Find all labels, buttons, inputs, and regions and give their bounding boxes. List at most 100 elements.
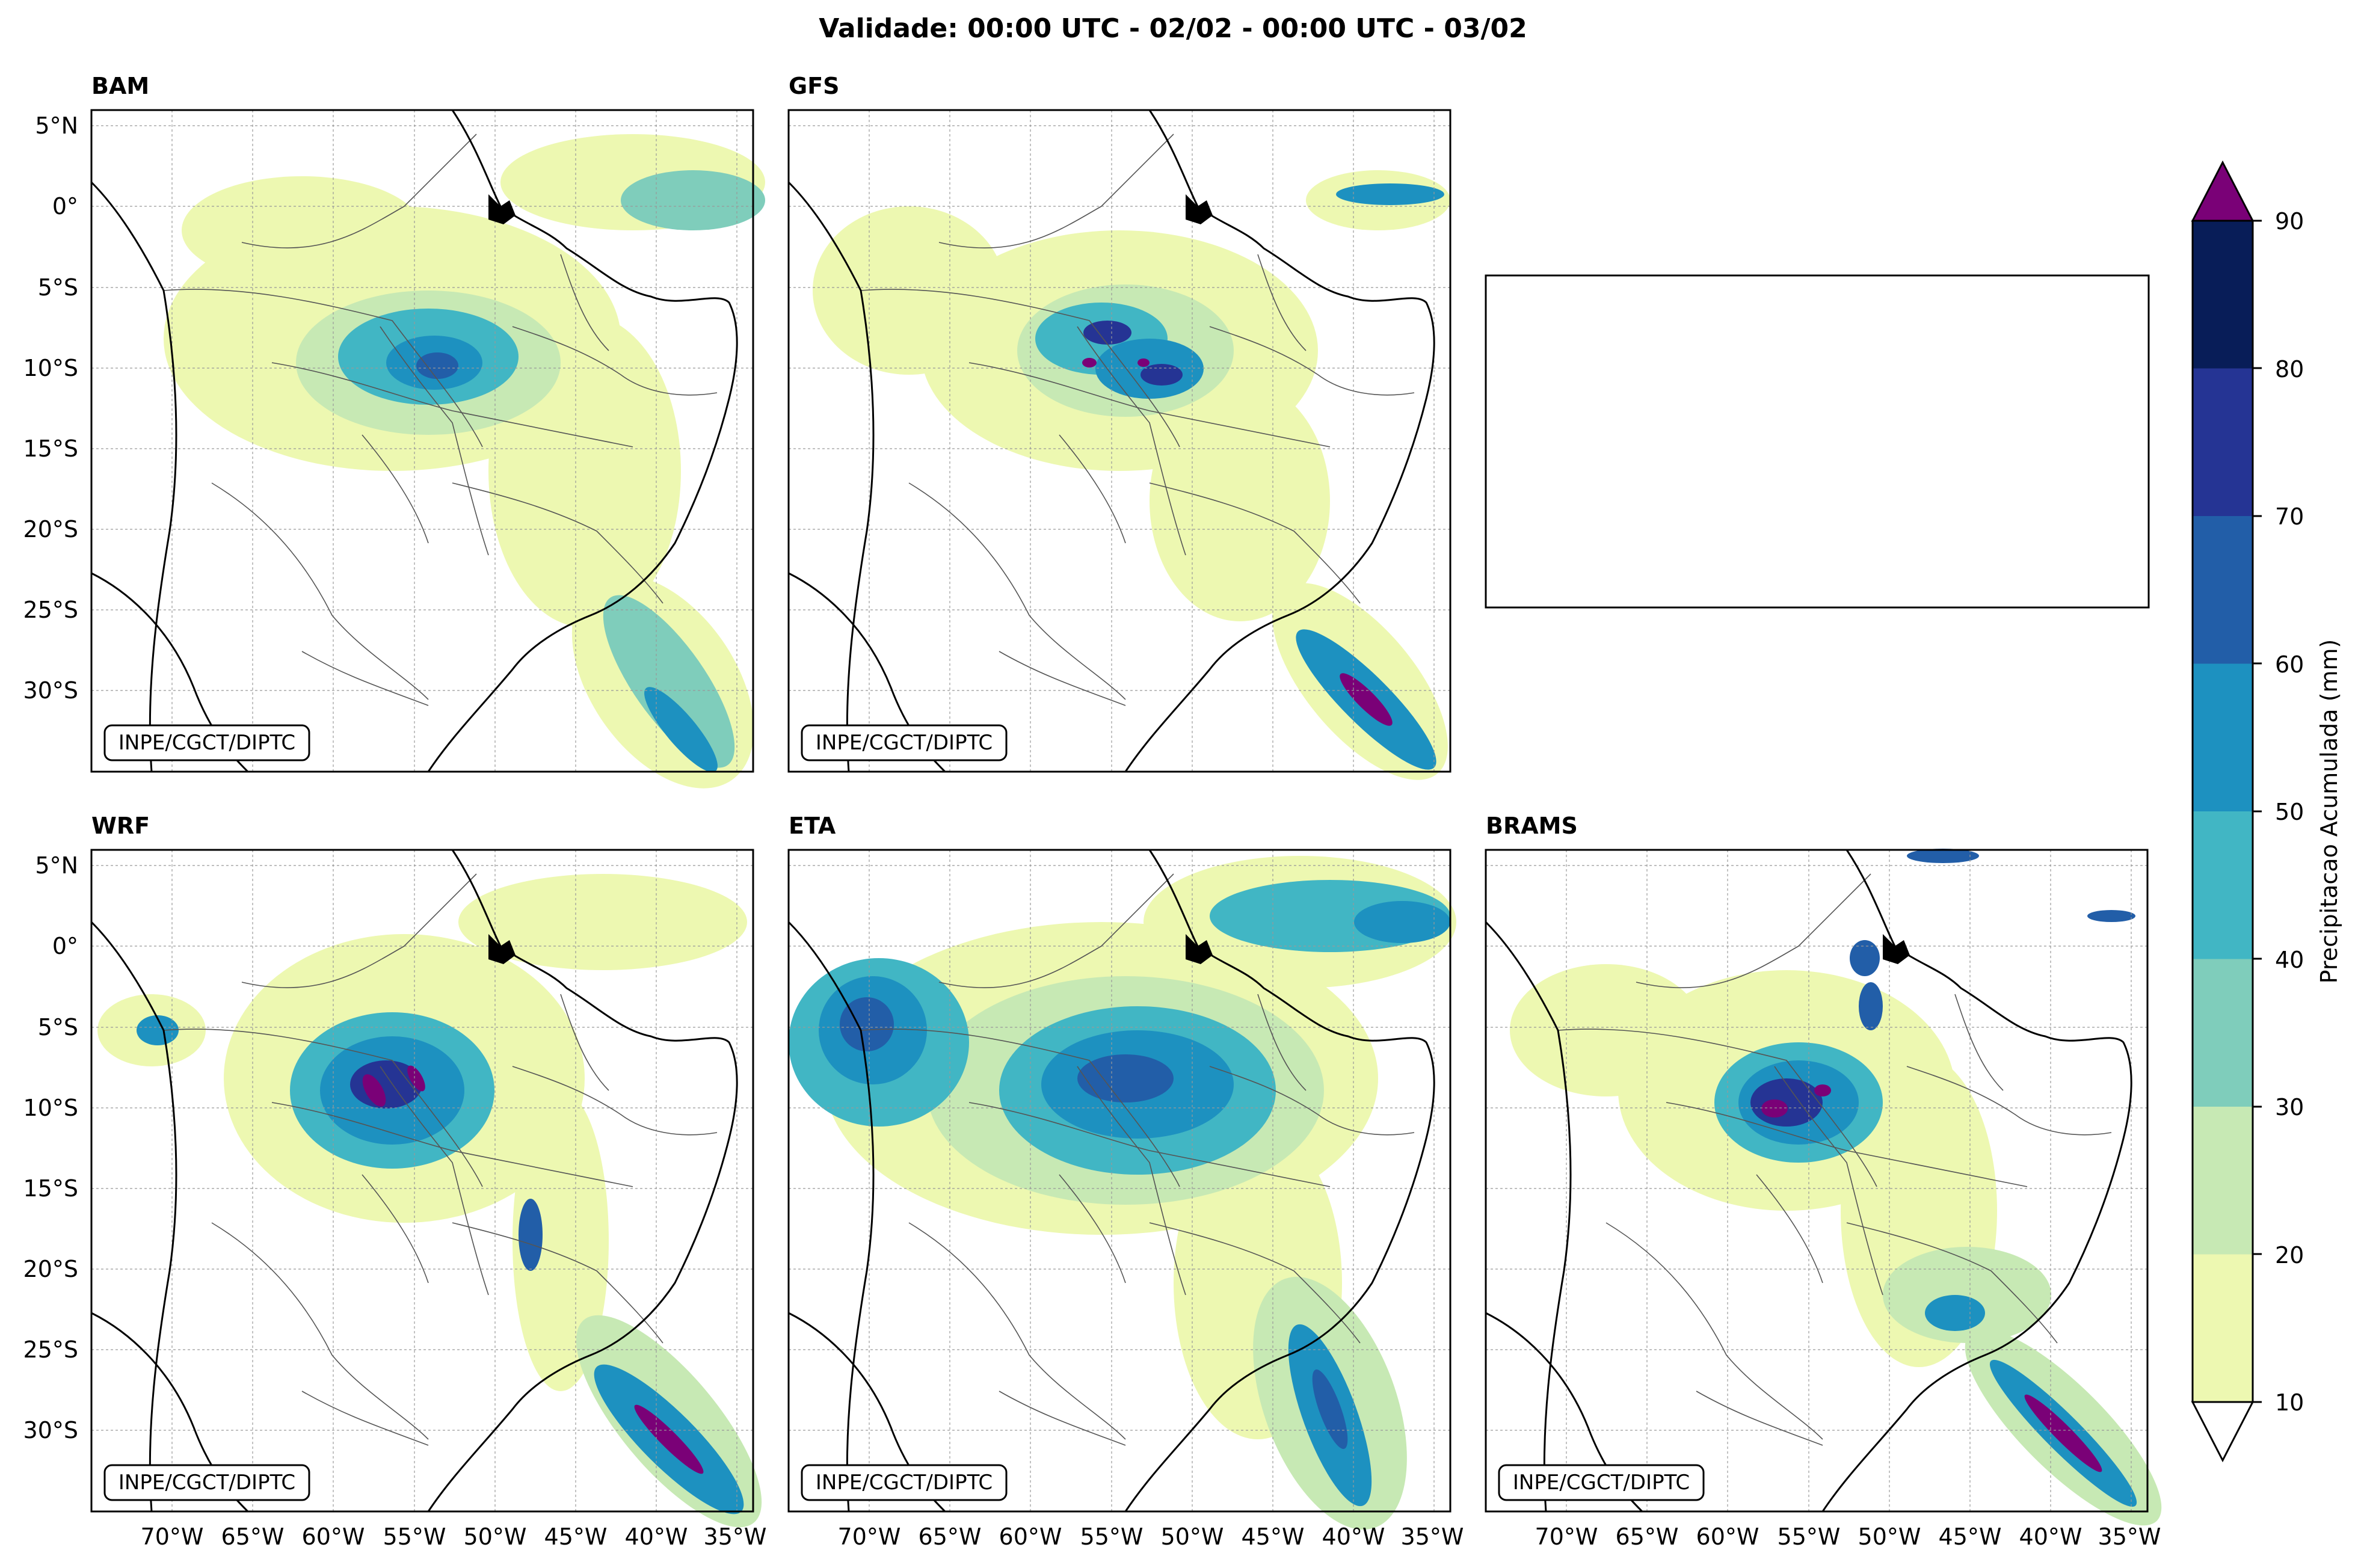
precipitation-field	[164, 134, 765, 789]
watermark-text: INPE/CGCT/DIPTC	[816, 731, 993, 755]
lon-tick-label: 40°W	[625, 1523, 688, 1550]
colorbar-tick-label: 10	[2275, 1389, 2304, 1416]
lon-tick-label: 70°W	[141, 1523, 204, 1550]
colorbar-tick-label: 70	[2275, 503, 2304, 530]
colorbar-blocks	[2193, 221, 2253, 1402]
figure-title: Validade: 00:00 UTC - 02/02 - 00:00 UTC …	[819, 13, 1527, 44]
lon-tick-label: 45°W	[1242, 1523, 1305, 1550]
lat-axis-top: 5°N 0° 5°S 10°S 15°S 20°S 25°S 30°S	[23, 112, 78, 704]
lon-tick-label: 35°W	[704, 1523, 767, 1550]
panel-label-eta: ETA	[789, 813, 836, 839]
panel-brams: INPE/CGCT/DIPTC	[1485, 849, 2162, 1526]
colorbar-tick-label: 90	[2275, 208, 2304, 235]
lon-tick-label: 50°W	[1858, 1523, 1921, 1550]
lat-tick-label: 0°	[52, 193, 78, 220]
lon-tick-label: 40°W	[1322, 1523, 1385, 1550]
lon-tick-label: 70°W	[838, 1523, 901, 1550]
lat-tick-label: 5°S	[38, 274, 78, 301]
watermark-box	[801, 724, 1008, 761]
lon-tick-label: 50°W	[464, 1523, 527, 1550]
panel-label-wrf: WRF	[91, 813, 150, 839]
lon-tick-label: 55°W	[383, 1523, 446, 1550]
watermark-box	[801, 1464, 1008, 1501]
lat-tick-label: 25°S	[23, 1336, 78, 1363]
panel-eta: INPE/CGCT/DIPTC	[787, 849, 1456, 1530]
lat-tick-label: 0°	[52, 933, 78, 959]
panel-label-gfs: GFS	[789, 73, 840, 99]
lon-tick-label: 35°W	[1401, 1523, 1464, 1550]
watermark-box	[1498, 1464, 1705, 1501]
colorbar-block	[2193, 516, 2253, 664]
lon-axis-col3: 70°W 65°W 60°W 55°W 50°W 45°W 40°W 35°W	[1535, 1523, 2161, 1550]
colorbar-under-arrow	[2191, 1401, 2255, 1463]
panel-frame	[787, 849, 1451, 1513]
panel-label-bam: BAM	[91, 73, 149, 99]
watermark-text: INPE/CGCT/DIPTC	[816, 1471, 993, 1495]
colorbar: 90 80 70 60 50 40 30 20 10 Precipitacao …	[2191, 160, 2342, 1463]
colorbar-tick-label: 80	[2275, 356, 2304, 383]
panel-wrf: INPE/CGCT/DIPTC	[90, 849, 762, 1528]
lat-tick-label: 10°S	[23, 355, 78, 381]
lon-tick-label: 60°W	[999, 1523, 1062, 1550]
lat-tick-label: 5°N	[35, 852, 78, 879]
panel-frame	[90, 849, 754, 1513]
precipitation-field	[97, 874, 762, 1528]
lon-tick-label: 60°W	[1696, 1523, 1759, 1550]
lat-tick-label: 5°N	[35, 112, 78, 139]
panel-gfs: INPE/CGCT/DIPTC	[787, 109, 1451, 780]
colorbar-block	[2193, 368, 2253, 516]
precipitation-field	[789, 856, 1456, 1530]
colorbar-block	[2193, 663, 2253, 811]
lat-tick-label: 10°S	[23, 1095, 78, 1121]
colorbar-tick-label: 50	[2275, 799, 2304, 825]
lon-tick-label: 70°W	[1535, 1523, 1598, 1550]
colorbar-label: Precipitacao Acumulada (mm)	[2316, 639, 2342, 984]
empty-panel	[1485, 274, 2150, 609]
lon-axis-col1: 70°W 65°W 60°W 55°W 50°W 45°W 40°W 35°W	[141, 1523, 767, 1550]
panel-label-brams: BRAMS	[1486, 813, 1578, 839]
lat-tick-label: 5°S	[38, 1014, 78, 1041]
watermark-box	[103, 724, 310, 761]
colorbar-over-arrow	[2191, 160, 2255, 222]
colorbar-block	[2193, 1107, 2253, 1255]
colorbar-tick-label: 20	[2275, 1242, 2304, 1268]
lon-tick-label: 60°W	[302, 1523, 365, 1550]
lat-tick-label: 30°S	[23, 1417, 78, 1443]
watermark-text: INPE/CGCT/DIPTC	[119, 1471, 295, 1495]
lon-tick-label: 65°W	[221, 1523, 285, 1550]
watermark-box	[103, 1464, 310, 1501]
lat-axis-bottom: 5°N 0° 5°S 10°S 15°S 20°S 25°S 30°S	[23, 852, 78, 1443]
lat-tick-label: 15°S	[23, 435, 78, 462]
lat-tick-label: 20°S	[23, 1256, 78, 1282]
lon-tick-label: 45°W	[1939, 1523, 2002, 1550]
lat-tick-label: 25°S	[23, 597, 78, 623]
colorbar-tick-label: 40	[2275, 947, 2304, 973]
colorbar-ticks: 90 80 70 60 50 40 30 20 10	[2275, 208, 2304, 1416]
watermark-text: INPE/CGCT/DIPTC	[1513, 1471, 1690, 1495]
panel-frame	[1485, 849, 2149, 1513]
watermark-text: INPE/CGCT/DIPTC	[119, 731, 295, 755]
lon-tick-label: 65°W	[1616, 1523, 1679, 1550]
lat-tick-label: 20°S	[23, 516, 78, 543]
colorbar-tick-marks	[2253, 220, 2262, 1403]
precipitation-field	[813, 170, 1450, 780]
lon-axis-col2: 70°W 65°W 60°W 55°W 50°W 45°W 40°W 35°W	[838, 1523, 1464, 1550]
colorbar-block	[2193, 811, 2253, 959]
lat-tick-label: 15°S	[23, 1175, 78, 1202]
colorbar-block	[2193, 1254, 2253, 1402]
colorbar-tick-label: 30	[2275, 1094, 2304, 1121]
lon-tick-label: 50°W	[1161, 1523, 1224, 1550]
lon-tick-label: 35°W	[2098, 1523, 2161, 1550]
lon-tick-label: 55°W	[1778, 1523, 1841, 1550]
colorbar-tick-label: 60	[2275, 651, 2304, 678]
lat-tick-label: 30°S	[23, 677, 78, 704]
lon-tick-label: 45°W	[544, 1523, 608, 1550]
colorbar-block	[2193, 221, 2253, 369]
colorbar-block	[2193, 959, 2253, 1107]
lon-tick-label: 55°W	[1080, 1523, 1144, 1550]
panel-frame	[787, 109, 1451, 773]
panel-frame	[90, 109, 754, 773]
panel-bam: INPE/CGCT/DIPTC	[90, 109, 765, 789]
lon-tick-label: 40°W	[2019, 1523, 2082, 1550]
